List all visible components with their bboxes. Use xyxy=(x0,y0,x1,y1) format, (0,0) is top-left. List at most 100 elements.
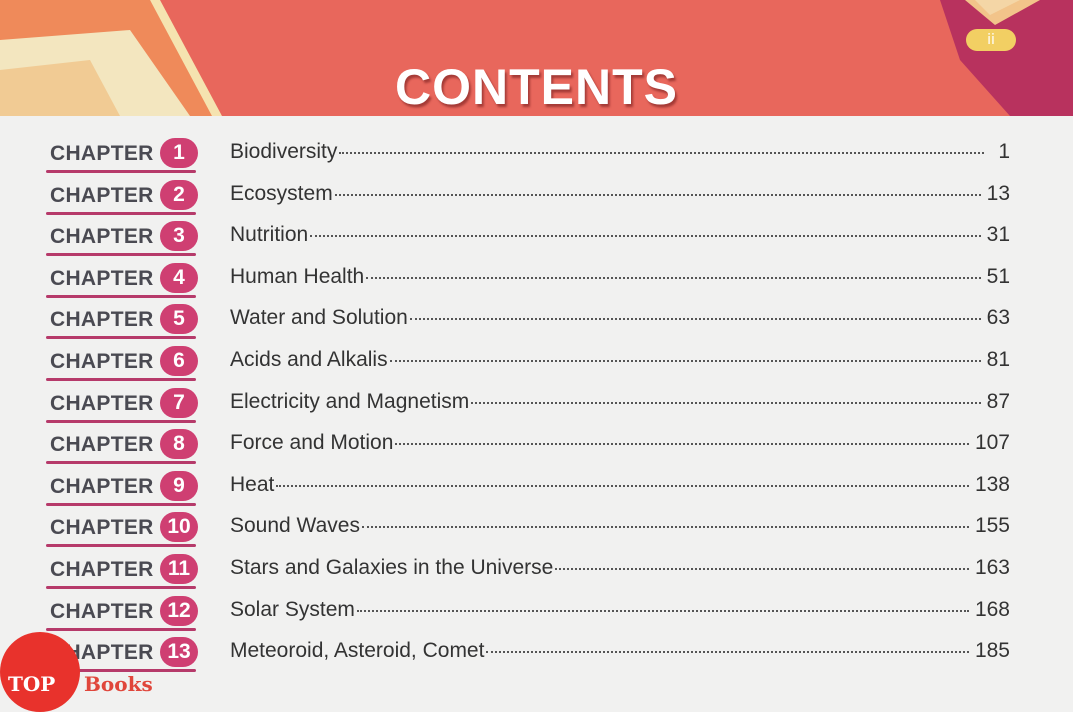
chapter-label: CHAPTER xyxy=(50,516,154,540)
toc-row[interactable]: CHAPTER 10 Sound Waves 155 xyxy=(0,510,1073,550)
chapter-title[interactable]: Solar System xyxy=(230,597,355,621)
chapter-title[interactable]: Heat xyxy=(230,472,275,496)
toc-row[interactable]: CHAPTER 7 Electricity and Magnetism 87 xyxy=(0,386,1073,426)
chapter-page-number: 51 xyxy=(986,264,1010,288)
chapter-title[interactable]: Human Health xyxy=(230,264,365,288)
page-number: ii xyxy=(966,29,1016,51)
toc-entry: Acids and Alkalis 81 xyxy=(230,348,1010,372)
chapter-page-number: 81 xyxy=(986,348,1010,371)
dot-leader xyxy=(366,276,981,279)
chapter-title[interactable]: Stars and Galaxies in the Universe xyxy=(230,556,554,579)
dot-leader xyxy=(339,152,984,154)
toc-entry: Nutrition 31 xyxy=(230,223,1010,247)
chapter-underline xyxy=(46,586,196,589)
logo-circle xyxy=(0,632,80,712)
chapter-page-number: 155 xyxy=(974,514,1010,538)
toc-row[interactable]: CHAPTER 1 Biodiversity 1 xyxy=(0,136,1073,176)
toc-row[interactable]: CHAPTER 3 Nutrition 31 xyxy=(0,219,1073,259)
page-title: CONTENTS xyxy=(395,59,678,115)
toc-entry: Water and Solution 63 xyxy=(230,306,1010,330)
toc-row[interactable]: CHAPTER 8 Force and Motion 107 xyxy=(0,427,1073,467)
chapter-title[interactable]: Biodiversity xyxy=(230,140,338,163)
chapter-underline xyxy=(46,378,196,381)
chapter-label: CHAPTER xyxy=(50,142,154,165)
chapter-number-badge: 8 xyxy=(160,429,198,460)
chapter-label: CHAPTER xyxy=(50,183,154,207)
chapter-label: CHAPTER xyxy=(50,225,154,249)
chapter-number-badge: 9 xyxy=(160,470,198,501)
chapter-title[interactable]: Electricity and Magnetism xyxy=(230,389,470,413)
chapter-underline xyxy=(46,544,196,548)
topbooks-watermark-logo: TOP Books xyxy=(0,632,153,712)
toc-row[interactable]: CHAPTER 4 Human Health 51 xyxy=(0,261,1073,301)
toc-entry: Solar System 168 xyxy=(230,598,1010,622)
toc-entry: Force and Motion 107 xyxy=(230,431,1010,455)
logo-books-text: Books xyxy=(84,672,153,696)
chapter-number-badge: 12 xyxy=(160,595,198,626)
toc-entry: Meteoroid, Asteroid, Comet 185 xyxy=(230,639,1010,663)
toc-row[interactable]: CHAPTER 11 Stars and Galaxies in the Unive… xyxy=(0,552,1073,592)
chapter-underline xyxy=(46,253,196,257)
chapter-page-number: 13 xyxy=(986,181,1010,205)
chapter-number-badge: 2 xyxy=(160,179,198,210)
chapter-underline xyxy=(46,170,196,173)
chapter-label: CHAPTER xyxy=(50,474,154,498)
chapter-label: CHAPTER xyxy=(50,433,154,457)
chapter-number-badge: 11 xyxy=(160,554,198,584)
chapter-title[interactable]: Sound Waves xyxy=(230,514,360,538)
chapter-page-number: 107 xyxy=(974,431,1010,455)
chapter-title[interactable]: Nutrition xyxy=(230,223,309,247)
chapter-number-badge: 7 xyxy=(160,387,198,418)
contents-header: CONTENTS ii xyxy=(0,0,1073,116)
chapter-underline xyxy=(46,211,196,215)
toc-entry: Human Health 51 xyxy=(230,265,1010,289)
chapter-page-number: 87 xyxy=(986,389,1010,413)
dot-leader xyxy=(486,651,969,654)
chapter-label: CHAPTER xyxy=(50,350,154,373)
chapter-number-badge: 13 xyxy=(160,637,198,668)
toc-row[interactable]: CHAPTER 5 Water and Solution 63 xyxy=(0,302,1073,342)
dot-leader xyxy=(555,568,969,570)
toc-row[interactable]: CHAPTER 13 Meteoroid, Asteroid, Comet 185 xyxy=(0,635,1073,675)
chapter-underline xyxy=(46,336,196,340)
chapter-title[interactable]: Ecosystem xyxy=(230,181,333,205)
chapter-page-number: 138 xyxy=(974,472,1010,496)
dot-leader xyxy=(276,484,969,487)
dot-leader xyxy=(356,609,969,612)
chapter-label: CHAPTER xyxy=(50,599,154,623)
header-background xyxy=(0,0,1073,116)
chapter-title[interactable]: Acids and Alkalis xyxy=(230,348,388,371)
chapter-label: CHAPTER xyxy=(50,558,154,581)
toc-row[interactable]: CHAPTER 9 Heat 138 xyxy=(0,469,1073,509)
chapter-number-badge: 5 xyxy=(160,304,198,335)
toc-entry: Heat 138 xyxy=(230,473,1010,497)
chapter-page-number: 1 xyxy=(998,140,1010,163)
chapter-page-number: 185 xyxy=(974,639,1010,663)
dot-leader xyxy=(471,401,981,404)
toc-entry: Electricity and Magnetism 87 xyxy=(230,390,1010,414)
chapter-page-number: 168 xyxy=(974,597,1010,621)
chapter-underline xyxy=(46,669,196,673)
dot-leader xyxy=(409,318,981,321)
chapter-number-badge: 10 xyxy=(160,512,198,543)
chapter-page-number: 163 xyxy=(974,556,1010,579)
toc-entry: Ecosystem 13 xyxy=(230,182,1010,206)
chapter-number-badge: 4 xyxy=(160,262,198,293)
chapter-title[interactable]: Meteoroid, Asteroid, Comet xyxy=(230,639,485,663)
dot-leader xyxy=(389,360,981,362)
chapter-underline xyxy=(46,419,196,423)
chapter-underline xyxy=(46,627,196,631)
toc-row[interactable]: CHAPTER 12 Solar System 168 xyxy=(0,594,1073,634)
dot-leader xyxy=(361,526,969,529)
dot-leader xyxy=(310,235,981,238)
toc-row[interactable]: CHAPTER 6 Acids and Alkalis 81 xyxy=(0,344,1073,384)
toc-row[interactable]: CHAPTER 2 Ecosystem 13 xyxy=(0,178,1073,218)
logo-top-text: TOP xyxy=(8,672,56,696)
chapter-label: CHAPTER xyxy=(50,308,154,332)
chapter-page-number: 31 xyxy=(986,223,1010,247)
chapter-label: CHAPTER xyxy=(50,266,154,290)
chapter-title[interactable]: Water and Solution xyxy=(230,306,408,330)
toc-entry: Stars and Galaxies in the Universe 163 xyxy=(230,556,1010,580)
dot-leader xyxy=(334,193,981,196)
chapter-title[interactable]: Force and Motion xyxy=(230,431,394,455)
